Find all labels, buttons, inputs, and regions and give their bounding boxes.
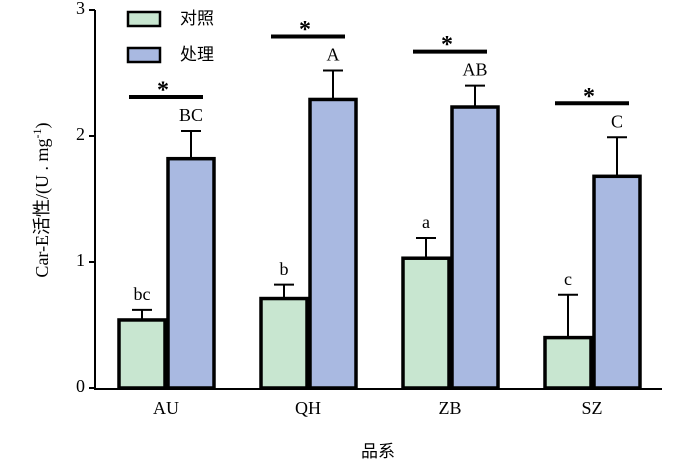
y-label-main: Car-E活性/(U . mg	[32, 138, 53, 277]
bar	[450, 105, 500, 390]
letter-label: C	[611, 111, 623, 131]
letter-label: c	[564, 269, 572, 289]
significance-label: *	[299, 17, 311, 43]
y-tick-label: 2	[76, 124, 85, 144]
y-label-end: )	[32, 122, 53, 128]
bar	[308, 97, 358, 390]
x-tick-label: SZ	[581, 398, 602, 418]
x-tick-label: AU	[153, 398, 179, 418]
letter-label: A	[327, 45, 340, 65]
y-tick-label: 0	[76, 376, 85, 396]
y-tick-label: 3	[76, 0, 85, 18]
letter-label: BC	[179, 105, 203, 125]
significance-label: *	[157, 77, 169, 103]
letter-label: b	[280, 259, 289, 279]
legend-swatch	[126, 46, 162, 64]
letter-label: AB	[462, 60, 487, 80]
y-label-sup: -1	[30, 128, 44, 138]
x-tick-label: ZB	[438, 398, 461, 418]
bar	[401, 256, 451, 390]
y-axis-label: Car-E活性/(U . mg-1)	[30, 122, 53, 277]
x-tick-label: QH	[295, 398, 321, 418]
letter-label: a	[422, 212, 430, 232]
legend-label: 处理	[180, 45, 214, 65]
legend-swatch	[126, 10, 162, 28]
bar	[592, 174, 642, 390]
x-axis-label: 品系	[361, 442, 395, 462]
significance-label: *	[583, 84, 595, 110]
y-tick-label: 1	[76, 250, 85, 270]
bar	[259, 296, 309, 390]
legend-label: 对照	[180, 9, 214, 29]
bar	[117, 318, 167, 390]
bar	[543, 335, 593, 390]
bar	[166, 156, 216, 390]
significance-label: *	[441, 32, 453, 58]
letter-label: bc	[134, 284, 151, 304]
